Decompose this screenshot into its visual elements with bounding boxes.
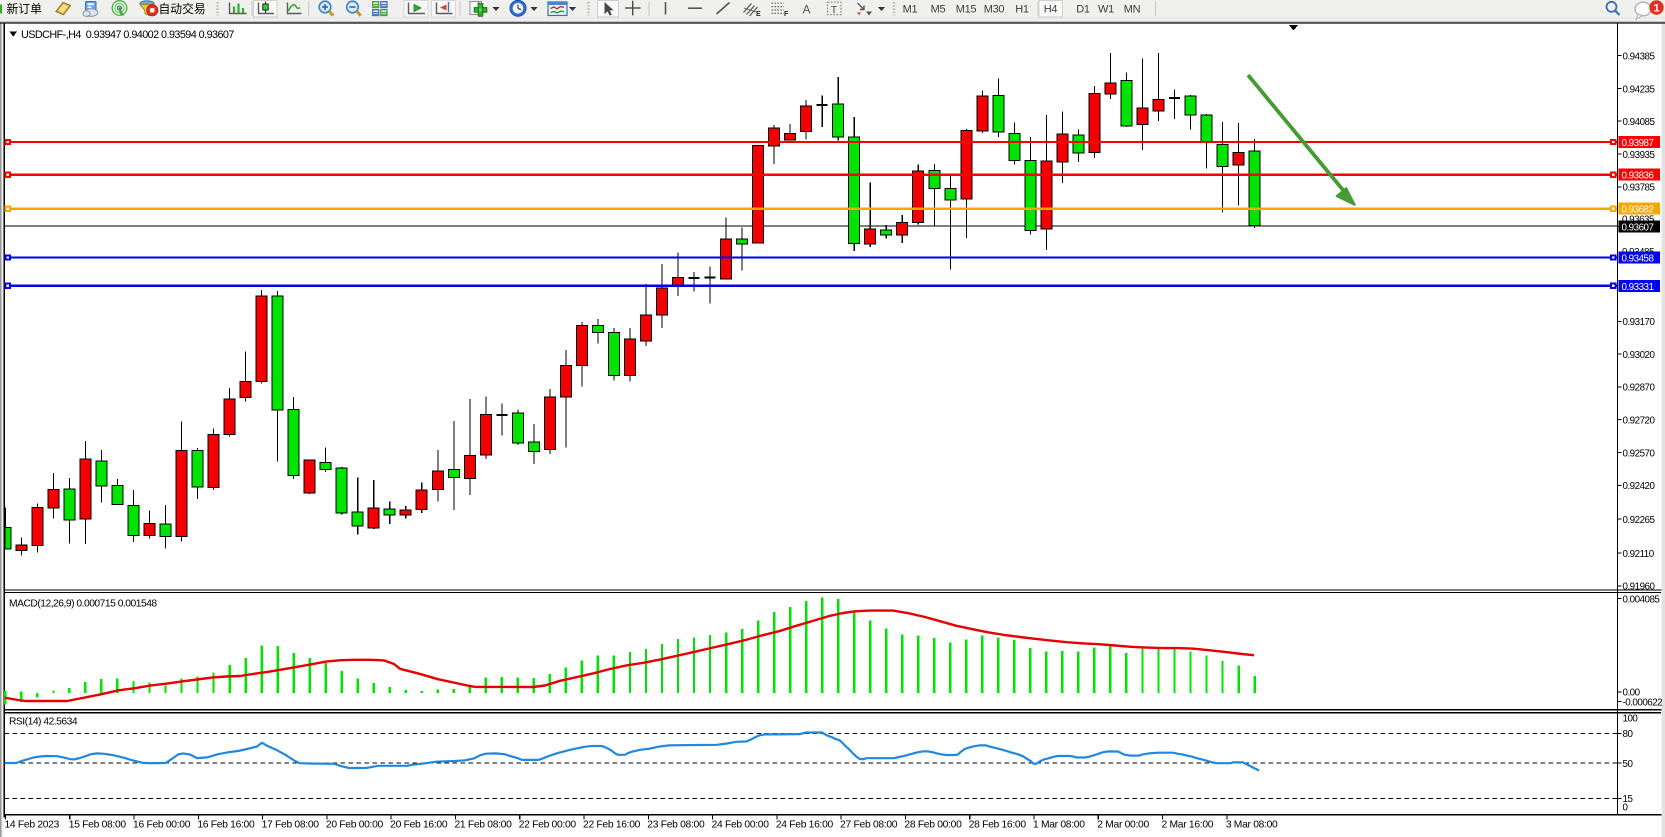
svg-text:M30: M30 [984, 4, 1005, 16]
svg-text:0.92720: 0.92720 [1623, 416, 1656, 427]
svg-text:0.92265: 0.92265 [1623, 515, 1656, 526]
svg-text:新订单: 新订单 [7, 2, 43, 16]
svg-text:0.94385: 0.94385 [1623, 51, 1656, 62]
svg-text:0.93458: 0.93458 [1622, 253, 1655, 264]
svg-text:0.94085: 0.94085 [1623, 117, 1656, 128]
svg-text:M15: M15 [956, 4, 977, 16]
svg-text:3 Mar 08:00: 3 Mar 08:00 [1226, 820, 1278, 831]
svg-text:-0.000622: -0.000622 [1623, 697, 1663, 708]
svg-text:0.00: 0.00 [1623, 688, 1641, 699]
svg-text:15: 15 [1623, 794, 1634, 805]
svg-text:0.93635: 0.93635 [1622, 214, 1655, 225]
svg-text:23 Feb 08:00: 23 Feb 08:00 [647, 820, 705, 831]
svg-text:D1: D1 [1076, 4, 1090, 16]
svg-text:16 Feb 00:00: 16 Feb 00:00 [133, 820, 191, 831]
svg-text:0.93331: 0.93331 [1622, 282, 1654, 293]
svg-text:MACD(12,26,9) 0.000715 0.00154: MACD(12,26,9) 0.000715 0.001548 [9, 599, 157, 610]
svg-text:21 Feb 08:00: 21 Feb 08:00 [454, 820, 512, 831]
svg-text:0.004085: 0.004085 [1623, 594, 1661, 605]
svg-text:M5: M5 [931, 4, 946, 16]
svg-text:24 Feb 16:00: 24 Feb 16:00 [776, 820, 834, 831]
svg-text:15 Feb 08:00: 15 Feb 08:00 [69, 820, 127, 831]
svg-text:F: F [784, 11, 789, 18]
svg-text:16 Feb 16:00: 16 Feb 16:00 [197, 820, 255, 831]
svg-text:0.92110: 0.92110 [1623, 549, 1655, 560]
svg-text:20 Feb 16:00: 20 Feb 16:00 [390, 820, 448, 831]
svg-text:20 Feb 00:00: 20 Feb 00:00 [326, 820, 384, 831]
svg-text:0.93785: 0.93785 [1623, 183, 1656, 194]
svg-text:22 Feb 00:00: 22 Feb 00:00 [519, 820, 577, 831]
svg-text:M1: M1 [903, 4, 918, 16]
svg-text:0.91960: 0.91960 [1623, 582, 1656, 593]
svg-text:24 Feb 00:00: 24 Feb 00:00 [712, 820, 770, 831]
svg-text:1 Mar 08:00: 1 Mar 08:00 [1033, 820, 1085, 831]
svg-text:14 Feb 2023: 14 Feb 2023 [5, 820, 60, 831]
svg-text:27 Feb 08:00: 27 Feb 08:00 [840, 820, 898, 831]
svg-text:USDCHF-,H4 0.93947 0.94002 0.: USDCHF-,H4 0.93947 0.94002 0.93594 0.936… [21, 29, 234, 41]
svg-text:H1: H1 [1015, 4, 1029, 16]
svg-text:A: A [803, 3, 811, 17]
svg-text:100: 100 [1623, 713, 1639, 724]
svg-text:MN: MN [1124, 4, 1141, 16]
svg-text:28 Feb 16:00: 28 Feb 16:00 [969, 820, 1027, 831]
svg-text:50: 50 [1623, 759, 1634, 770]
svg-text:22 Feb 16:00: 22 Feb 16:00 [583, 820, 641, 831]
svg-text:E: E [756, 11, 761, 18]
svg-text:0.93020: 0.93020 [1623, 350, 1656, 361]
svg-text:0.93836: 0.93836 [1622, 171, 1655, 182]
svg-text:0.93170: 0.93170 [1623, 317, 1656, 328]
svg-text:28 Feb 00:00: 28 Feb 00:00 [904, 820, 962, 831]
svg-text:H4: H4 [1044, 4, 1058, 16]
svg-text:RSI(14) 42.5634: RSI(14) 42.5634 [9, 717, 78, 728]
svg-text:0.94235: 0.94235 [1623, 84, 1656, 95]
svg-text:0.93987: 0.93987 [1622, 138, 1654, 149]
svg-text:17 Feb 08:00: 17 Feb 08:00 [262, 820, 320, 831]
svg-text:1: 1 [1653, 3, 1659, 15]
svg-text:0: 0 [1623, 802, 1629, 813]
svg-text:0.93682: 0.93682 [1622, 205, 1654, 216]
svg-text:2 Mar 16:00: 2 Mar 16:00 [1162, 820, 1214, 831]
svg-text:0.92870: 0.92870 [1623, 383, 1656, 394]
svg-text:0.92420: 0.92420 [1623, 481, 1656, 492]
svg-text:W1: W1 [1098, 4, 1114, 16]
svg-text:0.93935: 0.93935 [1623, 150, 1656, 161]
svg-text:自动交易: 自动交易 [159, 2, 206, 16]
svg-text:0.92570: 0.92570 [1623, 448, 1656, 459]
svg-text:2 Mar 00:00: 2 Mar 00:00 [1097, 820, 1149, 831]
svg-text:0.93607: 0.93607 [1622, 222, 1654, 233]
svg-text:80: 80 [1623, 729, 1634, 740]
svg-text:T: T [831, 4, 838, 16]
